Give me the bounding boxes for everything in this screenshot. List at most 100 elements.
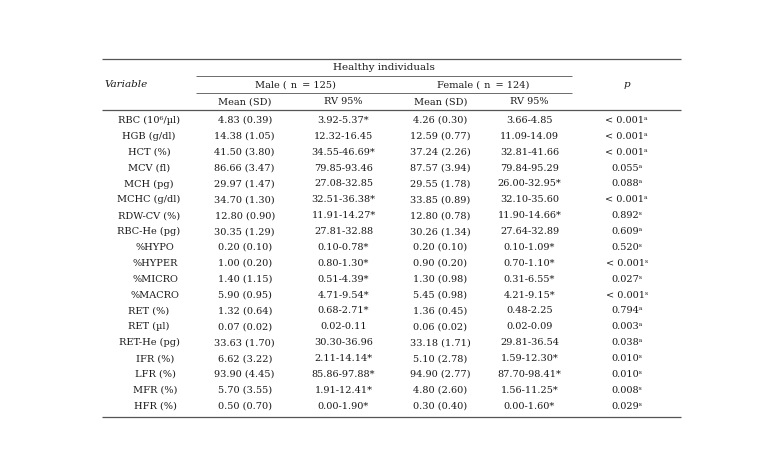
Text: 29.55 (1.78): 29.55 (1.78): [410, 180, 471, 189]
Text: 0.68-2.71*: 0.68-2.71*: [318, 306, 369, 315]
Text: 0.31-6.55*: 0.31-6.55*: [503, 275, 555, 284]
Text: 0.00-1.90*: 0.00-1.90*: [318, 402, 369, 411]
Text: 34.70 (1.30): 34.70 (1.30): [215, 195, 275, 204]
Text: 0.038ᵃ: 0.038ᵃ: [611, 338, 643, 347]
Text: 1.30 (0.98): 1.30 (0.98): [413, 275, 468, 284]
Text: 4.80 (2.60): 4.80 (2.60): [413, 386, 468, 395]
Text: RDW-CV (%): RDW-CV (%): [118, 211, 180, 220]
Text: 0.48-2.25: 0.48-2.25: [507, 306, 553, 315]
Text: RV 95%: RV 95%: [324, 97, 363, 106]
Text: Female (  n  = 124): Female ( n = 124): [437, 80, 529, 89]
Text: LFR (%): LFR (%): [134, 370, 176, 379]
Text: 5.45 (0.98): 5.45 (0.98): [413, 291, 468, 300]
Text: 11.09-14.09: 11.09-14.09: [500, 132, 559, 141]
Text: MCV (fl): MCV (fl): [128, 163, 170, 172]
Text: 1.56-11.25*: 1.56-11.25*: [500, 386, 558, 395]
Text: 0.90 (0.20): 0.90 (0.20): [413, 259, 468, 268]
Text: 33.85 (0.89): 33.85 (0.89): [410, 195, 471, 204]
Text: 12.59 (0.77): 12.59 (0.77): [410, 132, 471, 141]
Text: 30.30-36.96: 30.30-36.96: [314, 338, 373, 347]
Text: MCH (pg): MCH (pg): [125, 180, 173, 189]
Text: 0.50 (0.70): 0.50 (0.70): [218, 402, 272, 411]
Text: 32.81-41.66: 32.81-41.66: [500, 148, 559, 157]
Text: 2.11-14.14*: 2.11-14.14*: [315, 354, 373, 363]
Text: 0.088ᵃ: 0.088ᵃ: [611, 180, 643, 189]
Text: 0.20 (0.10): 0.20 (0.10): [218, 243, 272, 252]
Text: Mean (SD): Mean (SD): [413, 97, 467, 106]
Text: < 0.001ᵃ: < 0.001ᵃ: [605, 195, 648, 204]
Text: 0.10-0.78*: 0.10-0.78*: [318, 243, 369, 252]
Text: 4.21-9.15*: 4.21-9.15*: [503, 291, 555, 300]
Text: Variable: Variable: [105, 80, 148, 89]
Text: 11.91-14.27*: 11.91-14.27*: [312, 211, 376, 220]
Text: 0.06 (0.02): 0.06 (0.02): [413, 323, 468, 332]
Text: 0.892ˢ: 0.892ˢ: [611, 211, 643, 220]
Text: 0.20 (0.10): 0.20 (0.10): [413, 243, 468, 252]
Text: 87.57 (3.94): 87.57 (3.94): [410, 163, 471, 172]
Text: 32.51-36.38*: 32.51-36.38*: [312, 195, 375, 204]
Text: RBC-He (pg): RBC-He (pg): [118, 227, 180, 236]
Text: 5.70 (3.55): 5.70 (3.55): [218, 386, 272, 395]
Text: 3.92-5.37*: 3.92-5.37*: [318, 116, 369, 125]
Text: 3.66-4.85: 3.66-4.85: [507, 116, 552, 125]
Text: 34.55-46.69*: 34.55-46.69*: [312, 148, 375, 157]
Text: RBC (10⁶/µl): RBC (10⁶/µl): [118, 116, 180, 125]
Text: 4.83 (0.39): 4.83 (0.39): [218, 116, 272, 125]
Text: 0.794ᵃ: 0.794ᵃ: [611, 306, 643, 315]
Text: 29.97 (1.47): 29.97 (1.47): [215, 180, 275, 189]
Text: 94.90 (2.77): 94.90 (2.77): [410, 370, 471, 379]
Text: 0.02-0.09: 0.02-0.09: [507, 323, 552, 332]
Text: 33.18 (1.71): 33.18 (1.71): [410, 338, 471, 347]
Text: Mean (SD): Mean (SD): [218, 97, 271, 106]
Text: < 0.001ᵃ: < 0.001ᵃ: [605, 148, 648, 157]
Text: 1.00 (0.20): 1.00 (0.20): [218, 259, 272, 268]
Text: 0.520ˢ: 0.520ˢ: [611, 243, 643, 252]
Text: RV 95%: RV 95%: [510, 97, 549, 106]
Text: 1.36 (0.45): 1.36 (0.45): [413, 306, 468, 315]
Text: 1.32 (0.64): 1.32 (0.64): [218, 306, 272, 315]
Text: Male (  n  = 125): Male ( n = 125): [254, 80, 335, 89]
Text: < 0.001ᵃ: < 0.001ᵃ: [605, 116, 648, 125]
Text: 1.40 (1.15): 1.40 (1.15): [218, 275, 272, 284]
Text: 0.003ᵃ: 0.003ᵃ: [611, 323, 643, 332]
Text: 0.07 (0.02): 0.07 (0.02): [218, 323, 272, 332]
Text: 26.00-32.95*: 26.00-32.95*: [497, 180, 562, 189]
Text: RET (µl): RET (µl): [128, 323, 170, 332]
Text: 0.00-1.60*: 0.00-1.60*: [504, 402, 555, 411]
Text: 37.24 (2.26): 37.24 (2.26): [410, 148, 471, 157]
Text: HGB (g/dl): HGB (g/dl): [122, 132, 176, 141]
Text: < 0.001ᵃ: < 0.001ᵃ: [605, 132, 648, 141]
Text: 33.63 (1.70): 33.63 (1.70): [215, 338, 275, 347]
Text: 0.10-1.09*: 0.10-1.09*: [503, 243, 555, 252]
Text: < 0.001ˢ: < 0.001ˢ: [606, 259, 648, 268]
Text: 0.80-1.30*: 0.80-1.30*: [318, 259, 369, 268]
Text: 11.90-14.66*: 11.90-14.66*: [497, 211, 562, 220]
Text: 0.008ˢ: 0.008ˢ: [611, 386, 643, 395]
Text: < 0.001ˢ: < 0.001ˢ: [606, 291, 648, 300]
Text: 0.055ᵃ: 0.055ᵃ: [611, 163, 643, 172]
Text: %MACRO: %MACRO: [131, 291, 180, 300]
Text: 0.010ˢ: 0.010ˢ: [611, 370, 643, 379]
Text: RET-He (pg): RET-He (pg): [118, 338, 180, 347]
Text: 27.81-32.88: 27.81-32.88: [314, 227, 373, 236]
Text: 87.70-98.41*: 87.70-98.41*: [497, 370, 562, 379]
Text: 27.08-32.85: 27.08-32.85: [314, 180, 373, 189]
Text: 0.609ᵃ: 0.609ᵃ: [611, 227, 643, 236]
Text: HFR (%): HFR (%): [134, 402, 176, 411]
Text: 79.84-95.29: 79.84-95.29: [500, 163, 559, 172]
Text: 27.64-32.89: 27.64-32.89: [500, 227, 559, 236]
Text: 12.80 (0.90): 12.80 (0.90): [215, 211, 275, 220]
Text: 5.90 (0.95): 5.90 (0.95): [218, 291, 272, 300]
Text: MFR (%): MFR (%): [133, 386, 177, 395]
Text: %MICRO: %MICRO: [132, 275, 178, 284]
Text: IFR (%): IFR (%): [136, 354, 174, 363]
Text: 4.26 (0.30): 4.26 (0.30): [413, 116, 468, 125]
Text: 86.66 (3.47): 86.66 (3.47): [215, 163, 275, 172]
Text: 93.90 (4.45): 93.90 (4.45): [215, 370, 275, 379]
Text: 4.71-9.54*: 4.71-9.54*: [318, 291, 369, 300]
Text: 30.26 (1.34): 30.26 (1.34): [410, 227, 471, 236]
Text: HCT (%): HCT (%): [128, 148, 170, 157]
Text: 29.81-36.54: 29.81-36.54: [500, 338, 559, 347]
Text: 0.010ˢ: 0.010ˢ: [611, 354, 643, 363]
Text: 12.32-16.45: 12.32-16.45: [314, 132, 373, 141]
